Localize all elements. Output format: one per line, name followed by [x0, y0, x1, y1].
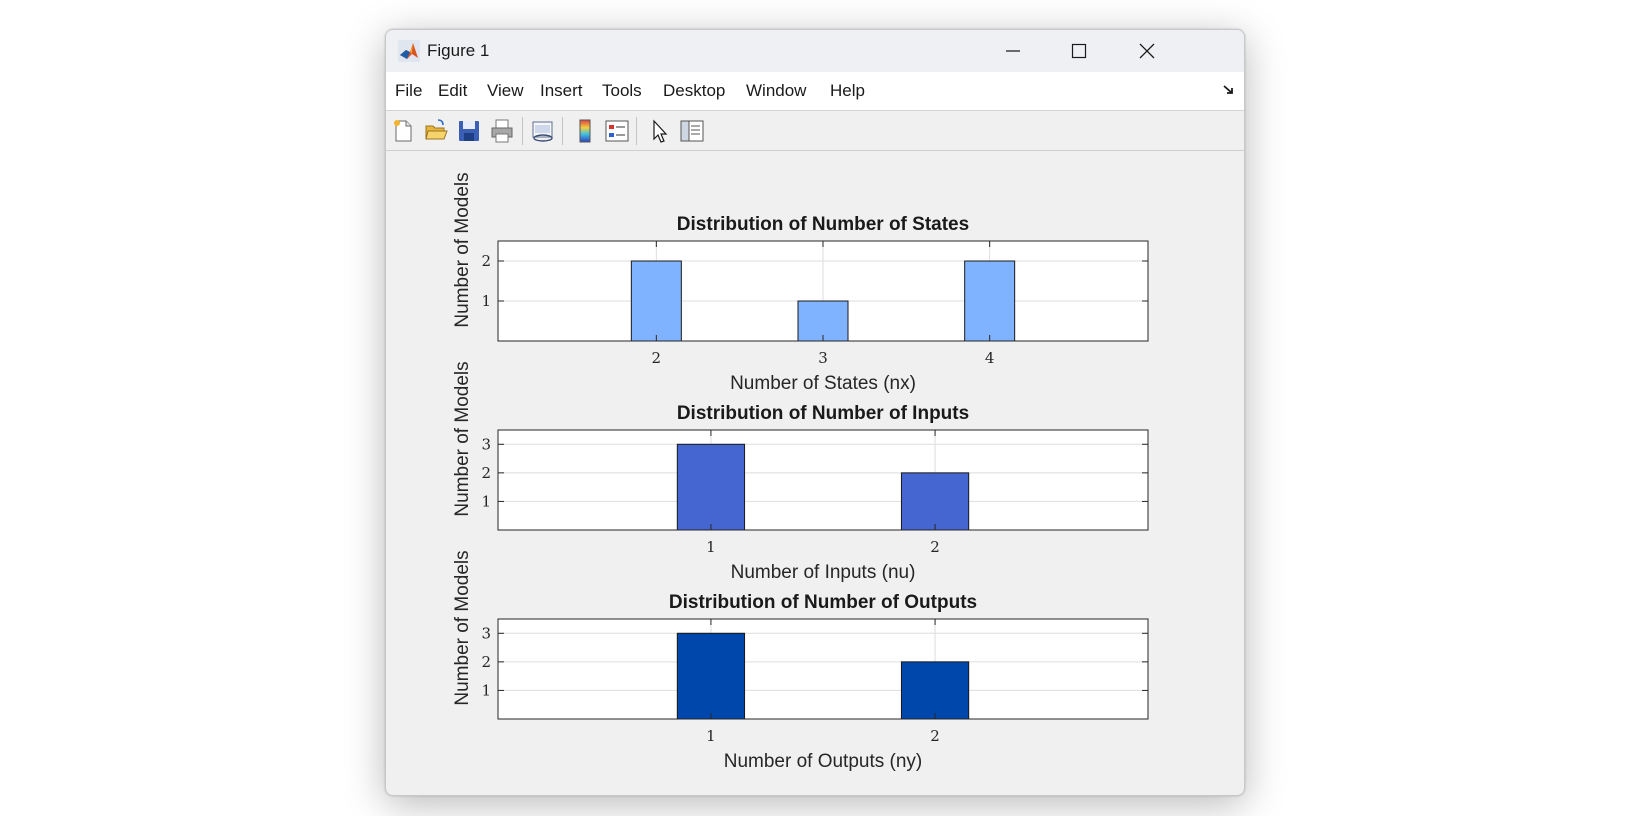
title-bar[interactable]: Figure 1 [386, 30, 1244, 72]
subplot-2-grid [498, 430, 1148, 530]
property-inspector-icon[interactable] [679, 118, 705, 144]
bar-3[interactable] [797, 300, 849, 342]
toolbar-separator [636, 117, 637, 145]
subplot-3-axes-bg[interactable] [498, 619, 1148, 719]
y-tick-label: 1 [481, 681, 491, 699]
subplot-3-xlabel: Number of Outputs (ny) [724, 751, 923, 772]
edit-plot-icon[interactable] [646, 118, 672, 144]
window-title: Figure 1 [427, 41, 490, 60]
toolbar-separator [562, 117, 563, 145]
bar-4[interactable] [964, 260, 1016, 342]
minimize-icon [1006, 50, 1020, 52]
subplot-inputs: Distribution of Number of Inputs Number … [452, 361, 1149, 583]
dock-arrow-icon[interactable] [1222, 83, 1236, 97]
subplot-2-axes-bg[interactable] [498, 430, 1148, 530]
x-tick-label: 2 [930, 538, 940, 556]
maximize-icon [1071, 43, 1087, 59]
menu-view[interactable]: View [487, 81, 524, 100]
link-plot-icon[interactable] [530, 118, 556, 144]
y-tick-label: 1 [481, 292, 491, 310]
x-tick-label: 3 [818, 349, 828, 367]
subplot-2-xlabel: Number of Inputs (nu) [731, 562, 916, 583]
menu-bar: File Edit View Insert Tools Desktop Wind… [386, 72, 1244, 111]
bar-2[interactable] [900, 661, 970, 720]
y-tick-label: 2 [481, 464, 491, 482]
subplot-1-ylabel: Number of Models [452, 172, 473, 327]
bar-2[interactable] [630, 260, 682, 342]
insert-legend-icon[interactable] [604, 118, 630, 144]
figure-window: Figure 1 File Edit View Insert Tools Des… [385, 29, 1245, 796]
subplot-2-ticks: 1 2 1 2 3 [481, 430, 1148, 556]
subplot-3-ylabel: Number of Models [452, 550, 473, 705]
menu-insert[interactable]: Insert [540, 81, 583, 100]
x-tick-label: 1 [706, 727, 716, 745]
subplot-1-title: Distribution of Number of States [677, 214, 969, 235]
menu-help[interactable]: Help [830, 81, 865, 100]
menu-tools[interactable]: Tools [602, 81, 642, 100]
maximize-button[interactable] [1044, 30, 1114, 72]
y-tick-label: 2 [481, 653, 491, 671]
x-tick-label: 4 [985, 349, 995, 367]
menu-file[interactable]: File [395, 81, 423, 100]
x-tick-label: 2 [652, 349, 662, 367]
figure-toolbar [386, 111, 1244, 151]
menu-desktop[interactable]: Desktop [663, 81, 726, 100]
open-file-icon[interactable] [423, 118, 449, 144]
y-tick-label: 3 [481, 435, 491, 453]
matlab-logo-icon [398, 40, 420, 62]
subplot-states: Distribution of Number of States Number … [452, 172, 1149, 394]
save-icon[interactable] [456, 118, 482, 144]
bar-2[interactable] [900, 472, 970, 531]
subplot-2-axes-box [497, 429, 1149, 531]
insert-colorbar-icon[interactable] [572, 118, 598, 144]
new-figure-icon[interactable] [390, 118, 416, 144]
y-tick-label: 1 [481, 492, 491, 510]
y-tick-label: 3 [481, 624, 491, 642]
subplot-2-bars [676, 443, 970, 531]
y-tick-label: 2 [481, 252, 491, 270]
subplot-2-title: Distribution of Number of Inputs [677, 403, 969, 424]
subplot-3-grid [498, 619, 1148, 719]
bar-1[interactable] [676, 632, 746, 720]
subplot-3-bars [676, 632, 970, 720]
bar-1[interactable] [676, 443, 746, 531]
menu-edit[interactable]: Edit [438, 81, 468, 100]
subplot-1-xlabel: Number of States (nx) [730, 373, 916, 394]
x-tick-label: 1 [706, 538, 716, 556]
toolbar-separator [522, 117, 523, 145]
subplot-1-bars [630, 260, 1016, 342]
subplot-3-axes-box [497, 618, 1149, 720]
print-icon[interactable] [489, 118, 515, 144]
close-button[interactable] [1112, 30, 1182, 72]
subplot-2-ylabel: Number of Models [452, 361, 473, 516]
x-tick-label: 2 [930, 727, 940, 745]
close-icon [1139, 43, 1155, 59]
subplot-3-title: Distribution of Number of Outputs [669, 592, 977, 613]
figure-canvas: Distribution of Number of States Number … [452, 172, 1149, 772]
subplot-outputs: Distribution of Number of Outputs Number… [452, 550, 1149, 772]
subplot-3-ticks: 1 2 1 2 3 [481, 619, 1148, 745]
minimize-button[interactable] [978, 30, 1048, 72]
menu-window[interactable]: Window [746, 81, 807, 100]
subplot-1-ticks: 2 3 4 1 2 [481, 241, 1148, 367]
